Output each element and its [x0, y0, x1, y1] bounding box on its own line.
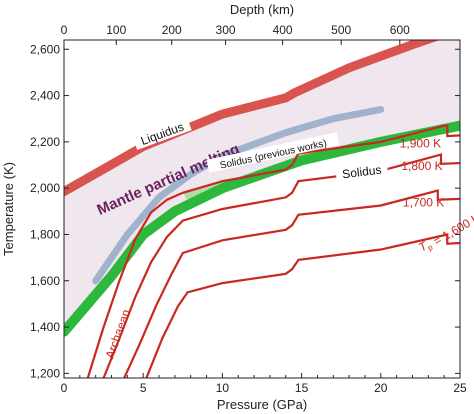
top-tick-label: 500	[331, 23, 351, 37]
y-tick-label: 2,200	[30, 135, 60, 149]
top-tick-label: 300	[216, 23, 236, 37]
annotation-background	[131, 115, 192, 150]
adiabat-1-700-k-line	[123, 189, 460, 378]
annotation-text: 1,800 K	[401, 159, 442, 173]
y-tick-label: 2,400	[30, 89, 60, 103]
axes: 0 5 10 15 20 25 1,200 1,400 1,600 1,800 2,000 2,200…	[30, 23, 467, 395]
mantle-partial-melting-region	[64, 40, 460, 332]
adiabat-t-p-1-600-k-line	[145, 233, 460, 378]
annotation-background	[206, 132, 340, 173]
top-tick-label: 100	[106, 23, 126, 37]
x-axis-label: Pressure (GPa)	[217, 397, 307, 412]
top-tick-label: 400	[273, 23, 293, 37]
adiabat-lines	[86, 124, 460, 378]
annotation-background	[335, 159, 389, 182]
y-tick-label: 1,200	[30, 366, 60, 380]
top-tick-label: 0	[61, 23, 68, 37]
adiabat-1-800-k-line	[102, 153, 460, 378]
plot-frame	[63, 39, 461, 379]
x-tick-label: 0	[61, 381, 68, 395]
y-axis-label: Temperature (K)	[1, 162, 16, 256]
top-tick-label: 600	[390, 23, 410, 37]
x-tick-label: 25	[453, 381, 467, 395]
y-tick-label: 1,400	[30, 320, 60, 334]
top-axis-label: Depth (km)	[230, 2, 294, 17]
annotation-1-900-k: 1,900 K	[400, 137, 441, 151]
solidus-line	[64, 120, 460, 337]
annotation-solidus: Solidus	[335, 159, 389, 182]
shaded-regions	[64, 40, 460, 332]
y-tick-label: 2,000	[30, 181, 60, 195]
top-tick-label: 200	[162, 23, 182, 37]
y-tick-label: 2,600	[30, 42, 60, 56]
y-tick-label: 1,800	[30, 227, 60, 241]
x-tick-label: 10	[216, 381, 230, 395]
annotation-1-700-k: 1,700 K	[403, 196, 444, 210]
y-tick-label: 1,600	[30, 274, 60, 288]
x-tick-label: 20	[374, 381, 388, 395]
x-tick-label: 5	[140, 381, 147, 395]
annotation-text: Solidus	[341, 163, 382, 182]
solidus-previous-works-line	[92, 106, 385, 285]
annotation-1-600-k: Tp= 1,600 K	[416, 210, 474, 256]
annotation-1-800-k: 1,800 K	[401, 159, 442, 173]
x-tick-label: 15	[295, 381, 309, 395]
annotation-text: 1,900 K	[400, 137, 441, 151]
annotation-text: 1,700 K	[403, 196, 444, 210]
adiabat-1-900-k-line	[86, 124, 460, 378]
